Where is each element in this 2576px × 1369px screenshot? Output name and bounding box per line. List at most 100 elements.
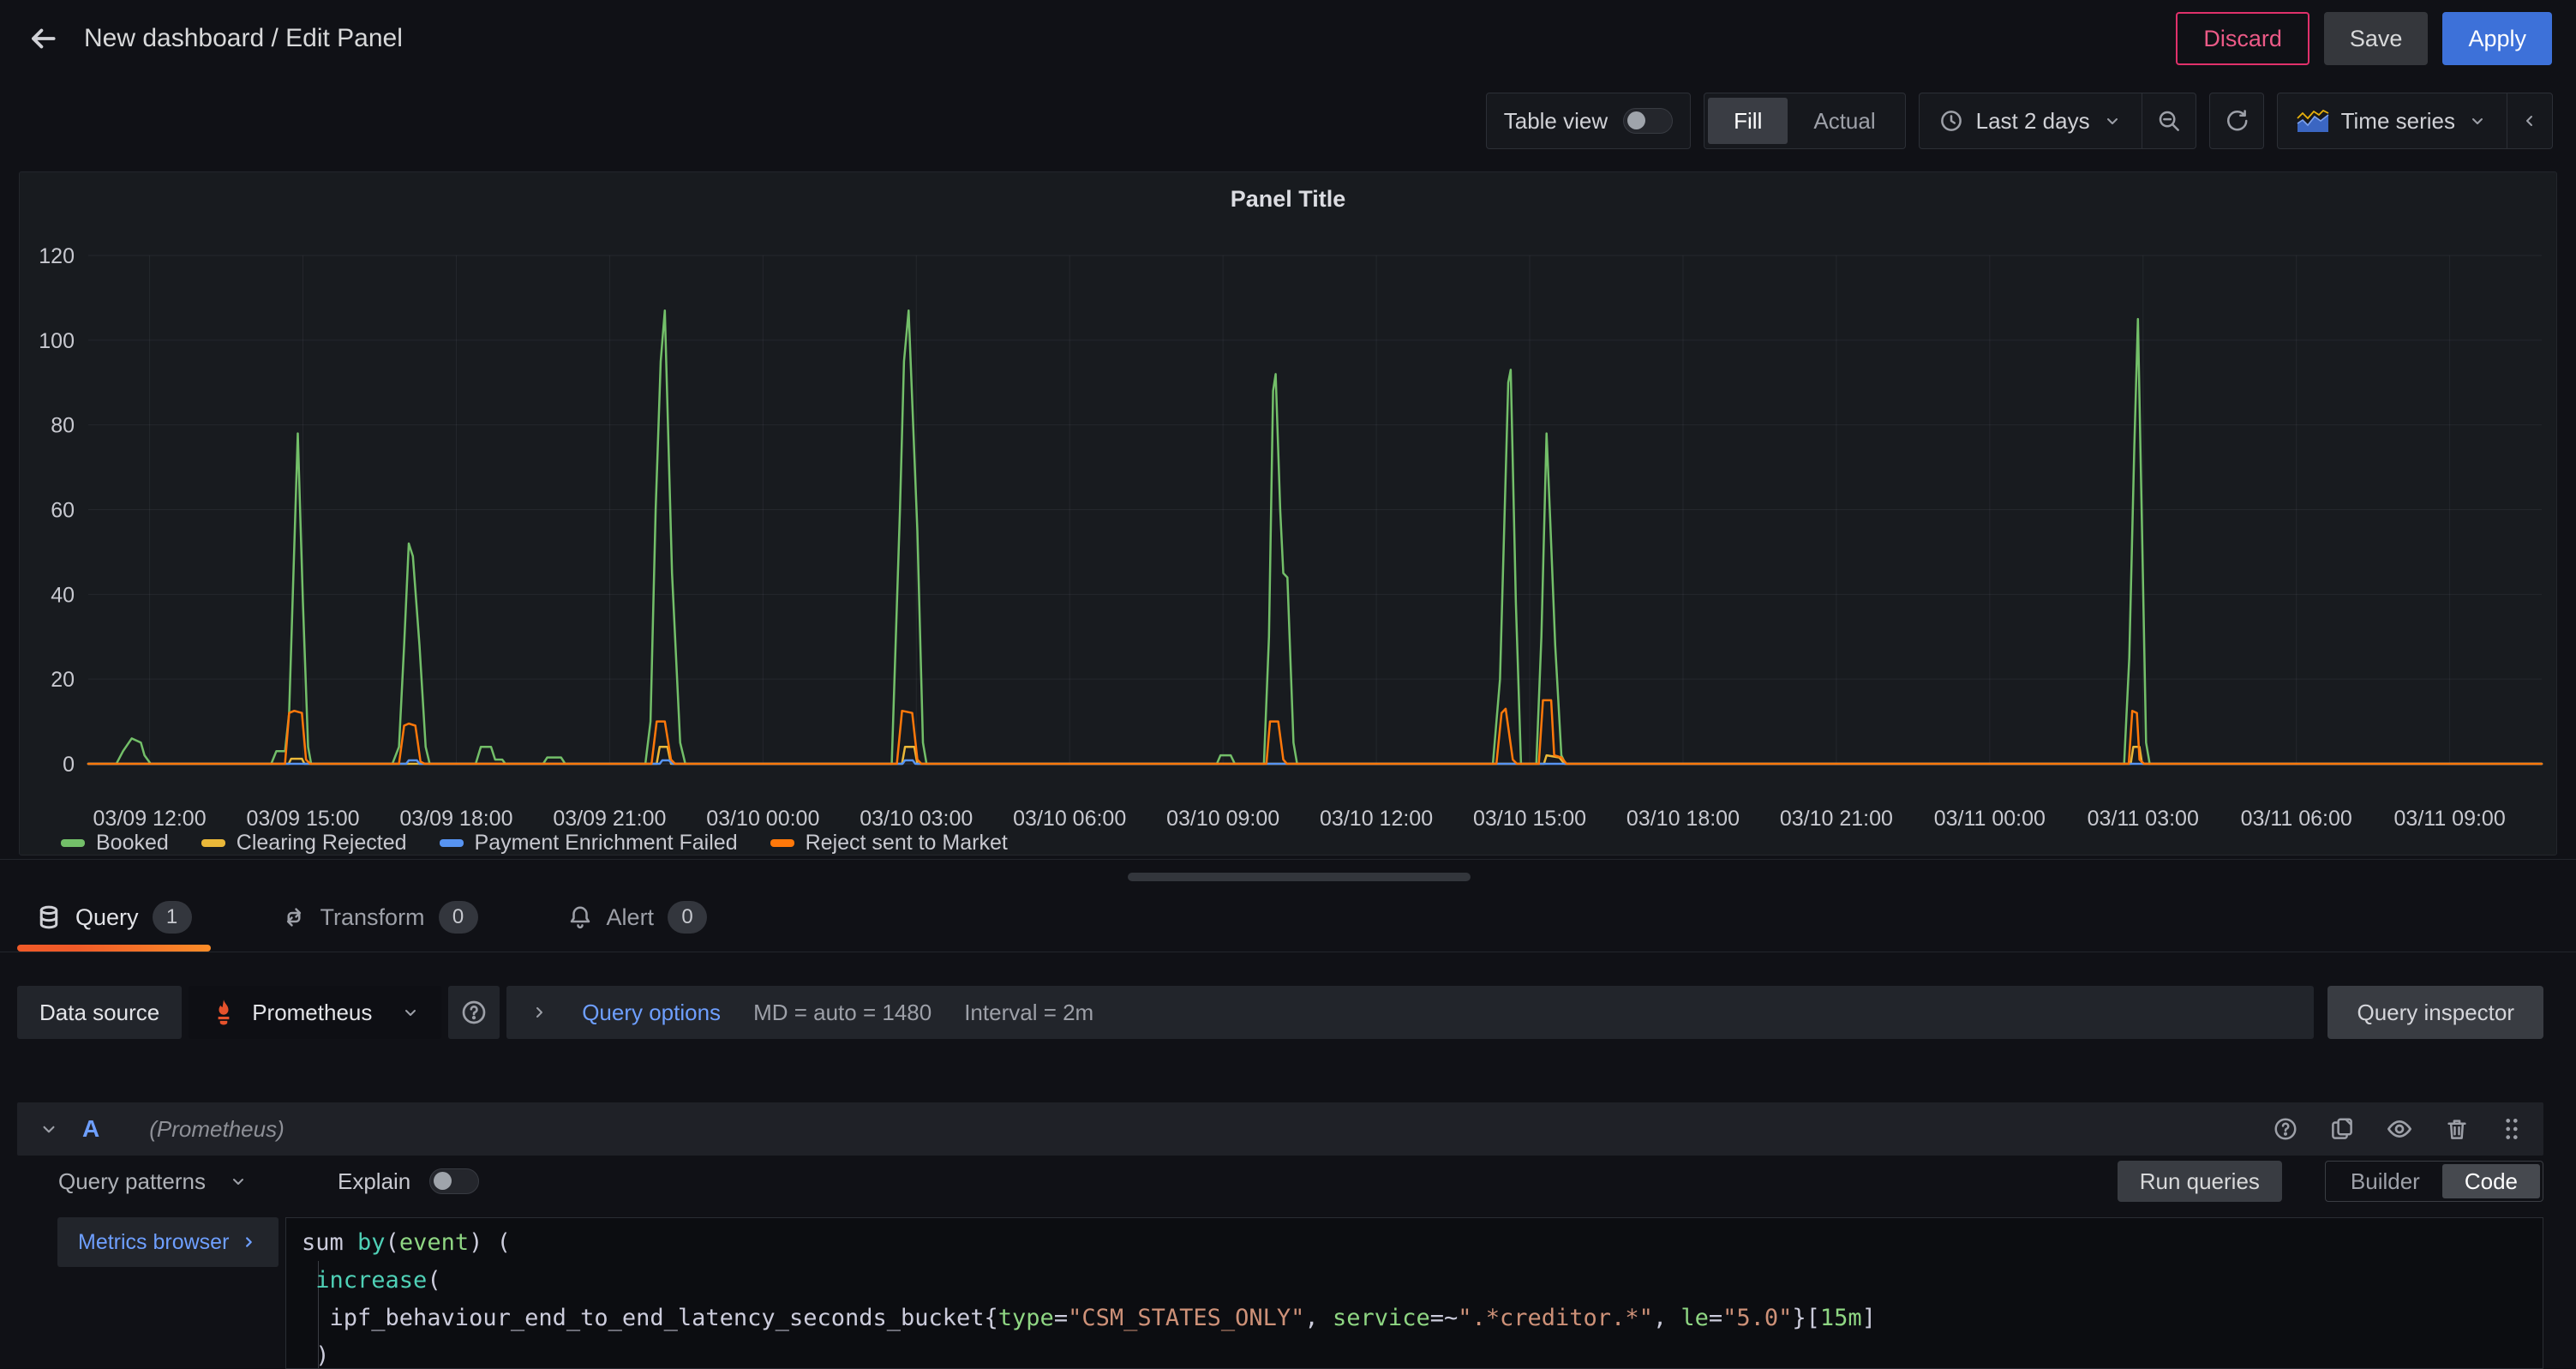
query-toolbar-right: Run queries Builder Code <box>2118 1161 2543 1202</box>
y-axis-tick-label: 0 <box>63 753 75 777</box>
x-axis-tick-label: 03/10 00:00 <box>706 807 819 831</box>
visualization-label: Time series <box>2341 108 2455 135</box>
arrow-left-icon <box>27 22 59 55</box>
active-tab-underline <box>17 945 211 952</box>
x-axis-tick-label: 03/11 03:00 <box>2088 807 2199 831</box>
promql-query-text: sum by(event) ( increase( ipf_behaviour_… <box>302 1224 2543 1369</box>
x-axis-tick-label: 03/09 12:00 <box>93 807 207 831</box>
header-actions: Discard Save Apply <box>2176 12 2552 65</box>
time-range-label: Last 2 days <box>1976 108 2090 135</box>
explain-label: Explain <box>338 1168 410 1195</box>
actual-option[interactable]: Actual <box>1788 98 1901 144</box>
max-data-points-value: MD = auto = 1480 <box>753 1000 932 1026</box>
legend-label: Reject sent to Market <box>806 831 1008 856</box>
interval-value: Interval = 2m <box>964 1000 1093 1026</box>
legend-item[interactable]: Reject sent to Market <box>770 831 1008 856</box>
zoom-out-icon <box>2156 108 2182 134</box>
bell-icon <box>567 904 593 930</box>
y-axis-tick-label: 120 <box>39 244 75 268</box>
legend-item[interactable]: Clearing Rejected <box>201 831 407 856</box>
time-range-picker[interactable]: Last 2 days <box>1920 108 2142 135</box>
collapse-options-button[interactable] <box>2507 93 2552 148</box>
run-queries-button[interactable]: Run queries <box>2118 1161 2282 1202</box>
tab-transform[interactable]: Transform 0 <box>262 883 497 952</box>
y-axis-tick-label: 100 <box>39 329 75 353</box>
tab-alert-label: Alert <box>607 904 655 931</box>
y-axis-tick-label: 40 <box>51 583 75 607</box>
query-ref-id[interactable]: A <box>82 1115 99 1143</box>
help-circle-icon <box>2273 1116 2298 1142</box>
y-axis-tick-label: 20 <box>51 668 75 692</box>
x-axis-tick-label: 03/10 21:00 <box>1780 807 1893 831</box>
clock-icon <box>1938 108 1964 134</box>
zoom-out-button[interactable] <box>2142 93 2196 148</box>
editor-tabs: Query 1 Transform 0 Alert 0 <box>17 883 726 952</box>
refresh-button[interactable] <box>2210 93 2263 148</box>
discard-button[interactable]: Discard <box>2176 12 2309 65</box>
legend-swatch <box>770 839 794 847</box>
chevron-down-icon <box>400 1002 421 1023</box>
builder-option[interactable]: Builder <box>2328 1164 2442 1198</box>
tab-query-count: 1 <box>153 901 192 934</box>
grip-dots-icon <box>2501 1116 2523 1142</box>
x-axis-tick-label: 03/10 12:00 <box>1320 807 1433 831</box>
tab-alert-count: 0 <box>668 901 707 934</box>
visualization-group: Time series <box>2277 93 2553 149</box>
promql-code-editor[interactable]: sum by(event) ( increase( ipf_behaviour_… <box>285 1217 2543 1369</box>
chevron-left-icon <box>2519 111 2540 131</box>
timeseries-chart[interactable]: 02040608010012003/09 12:0003/09 15:0003/… <box>20 172 2556 855</box>
legend-label: Booked <box>96 831 169 856</box>
chevron-down-icon <box>2467 111 2488 131</box>
legend-item[interactable]: Booked <box>61 831 169 856</box>
x-axis-tick-label: 03/11 06:00 <box>2241 807 2352 831</box>
trash-icon <box>2444 1116 2470 1142</box>
tab-query[interactable]: Query 1 <box>17 883 211 952</box>
back-button[interactable] <box>24 20 62 57</box>
chevron-right-icon[interactable] <box>529 1002 549 1023</box>
table-view-group: Table view <box>1486 93 1691 149</box>
delete-query-button[interactable] <box>2444 1116 2470 1142</box>
datasource-label: Data source <box>17 986 182 1039</box>
code-option[interactable]: Code <box>2442 1164 2540 1198</box>
duplicate-query-button[interactable] <box>2329 1116 2355 1142</box>
pane-resize-handle[interactable] <box>1128 873 1471 881</box>
time-range-group: Last 2 days <box>1919 93 2196 149</box>
fill-option[interactable]: Fill <box>1708 98 1788 144</box>
page-title: New dashboard / Edit Panel <box>84 24 403 53</box>
legend-swatch <box>440 839 464 847</box>
save-button[interactable]: Save <box>2324 12 2429 65</box>
table-view-toggle[interactable] <box>1623 108 1673 134</box>
table-view-label: Table view <box>1504 108 1608 135</box>
builder-code-switch: Builder Code <box>2325 1161 2543 1202</box>
datasource-help-button[interactable] <box>448 986 500 1039</box>
datasource-picker[interactable]: Prometheus <box>189 986 441 1039</box>
metrics-browser-button[interactable]: Metrics browser <box>57 1217 279 1267</box>
chevron-down-icon <box>2102 111 2123 131</box>
query-patterns-dropdown[interactable]: Query patterns <box>58 1168 249 1195</box>
legend-item[interactable]: Payment Enrichment Failed <box>440 831 738 856</box>
transform-icon <box>281 904 307 930</box>
query-toolbar-row: Query patterns Explain Run queries Build… <box>17 1161 2543 1202</box>
drag-query-handle[interactable] <box>2501 1116 2523 1142</box>
code-line: sum by(event) ( <box>302 1224 2543 1262</box>
query-inspector-button[interactable]: Query inspector <box>2327 986 2543 1039</box>
grafana-edit-panel: New dashboard / Edit Panel Discard Save … <box>0 0 2576 1369</box>
x-axis-tick-label: 03/10 18:00 <box>1626 807 1740 831</box>
copy-icon <box>2329 1116 2355 1142</box>
query-help-button[interactable] <box>2273 1116 2298 1142</box>
visualization-picker[interactable]: Time series <box>2278 108 2507 135</box>
datasource-row: Data source Prometheus Query options M <box>17 986 2543 1039</box>
tab-alert[interactable]: Alert 0 <box>548 883 727 952</box>
apply-button[interactable]: Apply <box>2442 12 2552 65</box>
refresh-group <box>2209 93 2264 149</box>
collapse-query-chevron-icon[interactable] <box>38 1118 60 1140</box>
x-axis-tick-label: 03/10 09:00 <box>1166 807 1279 831</box>
query-row-a: A (Prometheus) <box>17 1102 2543 1156</box>
x-axis-tick-label: 03/09 18:00 <box>399 807 512 831</box>
tab-transform-label: Transform <box>321 904 425 931</box>
tab-transform-count: 0 <box>439 901 478 934</box>
x-axis-tick-label: 03/10 15:00 <box>1473 807 1586 831</box>
explain-toggle[interactable] <box>429 1168 479 1194</box>
query-options-link[interactable]: Query options <box>582 1000 721 1026</box>
toggle-query-visibility-button[interactable] <box>2386 1115 2413 1143</box>
